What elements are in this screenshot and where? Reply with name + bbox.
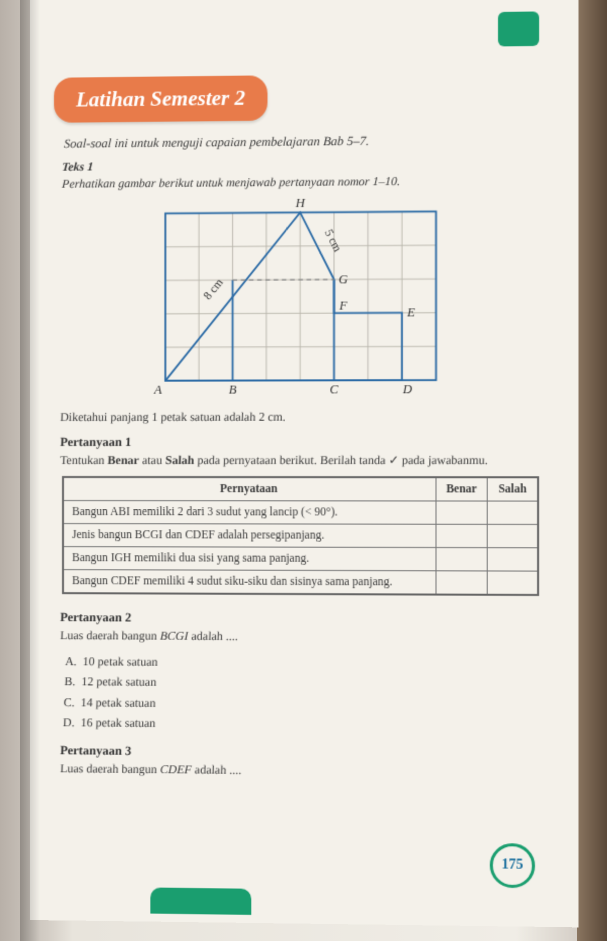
option-b-text: 12 petak satuan [81, 675, 156, 690]
svg-text:H: H [295, 197, 306, 210]
q1-bold-salah: Salah [165, 453, 194, 467]
q1-body-mid: atau [139, 453, 166, 467]
salah-cell[interactable] [487, 571, 538, 595]
q1-body-pre: Tentukan [60, 453, 108, 467]
benar-cell[interactable] [436, 524, 487, 547]
q3-title: Pertanyaan 3 [60, 743, 548, 762]
true-false-table: Pernyataan Benar Salah Bangun ABI memili… [62, 476, 540, 596]
q2-prompt-pre: Luas daerah bangun [60, 628, 161, 643]
svg-text:F: F [338, 298, 347, 312]
svg-text:G: G [339, 272, 348, 286]
benar-cell[interactable] [436, 501, 487, 524]
svg-text:B: B [229, 382, 237, 396]
salah-cell[interactable] [487, 548, 538, 571]
intro-text: Soal-soal ini untuk menguji capaian pemb… [64, 132, 548, 152]
page-number-badge: 175 [490, 843, 535, 888]
benar-cell[interactable] [436, 571, 487, 595]
q3-prompt: Luas daerah bangun CDEF adalah .... [60, 761, 548, 780]
given-text: Diketahui panjang 1 petak satuan adalah … [60, 409, 548, 425]
teks-label: Teks 1 [61, 155, 547, 174]
q3-prompt-pre: Luas daerah bangun [60, 761, 161, 776]
q2-prompt: Luas daerah bangun BCGI adalah .... [60, 628, 548, 646]
col-false: Salah [487, 477, 538, 501]
table-header-row: Pernyataan Benar Salah [63, 477, 538, 501]
q3-shape: CDEF [160, 762, 192, 776]
svg-text:E: E [406, 305, 415, 319]
statement-cell: Bangun IGH memiliki dua sisi yang sama p… [63, 547, 436, 571]
page-number: 175 [502, 857, 524, 873]
q1-bold-benar: Benar [107, 453, 139, 467]
table-row: Jenis bangun BCGI dan CDEF adalah perseg… [63, 524, 538, 548]
decor-corner-bottom [150, 887, 251, 914]
svg-text:A: A [153, 382, 162, 396]
svg-text:5 cm: 5 cm [322, 227, 344, 254]
section-title: Latihan Semester 2 [76, 86, 245, 112]
q2-prompt-post: adalah .... [188, 629, 238, 643]
table-row: Bangun ABI memiliki 2 dari 3 sudut yang … [63, 501, 538, 525]
table-row: Bangun CDEF memiliki 4 sudut siku-siku d… [63, 570, 538, 595]
table-row: Bangun IGH memiliki dua sisi yang sama p… [63, 547, 538, 572]
instruction-text: Perhatikan gambar berikut untuk menjawab… [62, 173, 548, 192]
salah-cell[interactable] [487, 501, 538, 524]
q2-options: A. 10 petak satuan B. 12 petak satuan C.… [61, 651, 549, 736]
q1-body: Tentukan Benar atau Salah pada pernyataa… [60, 453, 548, 468]
photo-right-edge [577, 0, 607, 941]
statement-cell: Bangun ABI memiliki 2 dari 3 sudut yang … [63, 501, 436, 525]
textbook-page: Latihan Semester 2 Soal-soal ini untuk m… [30, 0, 578, 927]
q1-body-post: pada pernyataan berikut. Berilah tanda ✓… [194, 453, 488, 467]
svg-text:D: D [402, 382, 412, 396]
svg-text:C: C [330, 382, 339, 396]
benar-cell[interactable] [436, 548, 487, 571]
option-d: D. 16 petak satuan [63, 712, 547, 736]
statement-cell: Jenis bangun BCGI dan CDEF adalah perseg… [63, 524, 436, 548]
section-title-badge: Latihan Semester 2 [54, 75, 267, 122]
statement-cell: Bangun CDEF memiliki 4 sudut siku-siku d… [63, 570, 436, 595]
col-statement: Pernyataan [63, 477, 436, 501]
option-a-text: 10 petak satuan [83, 654, 158, 668]
q3-prompt-post: adalah .... [191, 762, 241, 777]
decor-corner-top [498, 11, 539, 46]
diagram-container: 8 cm5 cm ABCDEFGH [60, 196, 547, 400]
option-c-text: 14 petak satuan [80, 695, 155, 710]
geometry-diagram: 8 cm5 cm ABCDEFGH [150, 197, 455, 400]
option-d-text: 16 petak satuan [80, 716, 155, 731]
salah-cell[interactable] [487, 524, 538, 547]
col-true: Benar [436, 477, 487, 501]
q2-shape: BCGI [160, 629, 189, 643]
q2-title: Pertanyaan 2 [60, 610, 548, 627]
q1-title: Pertanyaan 1 [60, 435, 548, 450]
